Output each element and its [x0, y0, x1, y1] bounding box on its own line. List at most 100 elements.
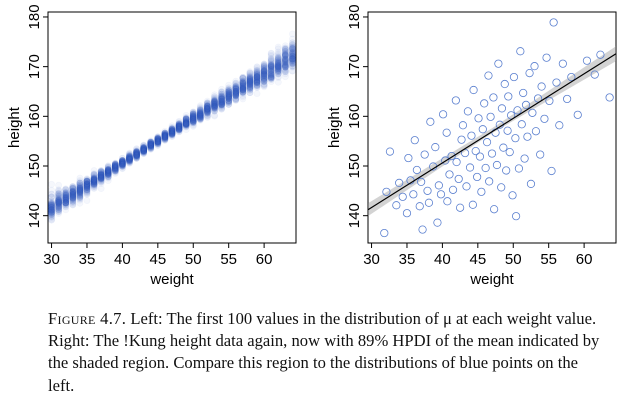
left-mu-point — [76, 186, 84, 194]
left-mu-point — [48, 201, 55, 209]
left-mu-point — [76, 185, 84, 192]
left-mu-point — [69, 195, 77, 203]
left-mu-point — [48, 211, 55, 219]
left-panel: 30 35 40 45 50 55 60 140 150 160 170 180 weight he… — [6, 4, 297, 288]
left-mu-point — [55, 197, 63, 205]
data-point — [468, 200, 477, 209]
right-y-tick-label: 150 — [346, 153, 363, 178]
left-mu-point — [48, 202, 55, 210]
left-mu-point — [55, 206, 63, 214]
left-mu-point — [76, 189, 84, 197]
left-mu-point — [55, 197, 63, 204]
left-mu-point — [239, 86, 247, 94]
left-mu-point — [62, 199, 70, 207]
left-mu-point — [69, 194, 77, 202]
left-mu-point — [69, 185, 77, 193]
right-y-tick-label: 170 — [346, 54, 363, 79]
left-mu-point — [62, 192, 70, 200]
left-mu-point — [62, 197, 70, 204]
left-mu-point — [76, 179, 84, 187]
left-mu-point — [48, 204, 55, 211]
left-mu-point — [48, 211, 55, 219]
left-mu-point — [48, 216, 55, 224]
left-mu-point — [55, 199, 63, 206]
left-mu-point — [48, 203, 55, 211]
left-mu-point — [62, 195, 70, 203]
left-mu-point — [48, 207, 55, 215]
left-mu-point — [83, 185, 91, 193]
left-mu-point — [83, 190, 91, 198]
left-mu-point — [83, 182, 91, 190]
left-mu-point — [76, 199, 84, 207]
data-point — [482, 138, 492, 147]
left-mu-point — [76, 184, 84, 192]
left-mu-point — [69, 192, 77, 200]
left-mu-point — [69, 197, 77, 205]
left-mu-point — [260, 83, 268, 91]
data-point — [454, 174, 463, 184]
left-mu-point — [76, 188, 84, 196]
left-x-tick-label: 50 — [185, 251, 202, 268]
left-mu-point — [76, 193, 84, 201]
left-mu-point — [76, 186, 84, 194]
left-mu-point — [147, 140, 155, 148]
left-mu-point — [62, 200, 70, 207]
left-mu-point — [48, 200, 55, 208]
left-mu-point — [55, 200, 63, 208]
left-mu-point — [69, 194, 77, 201]
left-mu-point — [69, 192, 77, 200]
left-mu-point — [55, 190, 63, 197]
data-point — [552, 78, 561, 87]
left-mu-point — [48, 201, 55, 209]
left-mu-point — [69, 194, 77, 202]
left-mu-point — [55, 196, 63, 204]
left-mu-point — [76, 185, 84, 193]
left-mu-point — [55, 206, 63, 214]
left-mu-point — [69, 192, 77, 200]
left-mu-point — [48, 206, 55, 214]
left-mu-column — [76, 174, 84, 207]
left-mu-point — [55, 200, 63, 208]
left-mu-point — [62, 191, 70, 199]
left-mu-column — [168, 122, 176, 140]
left-mu-point — [55, 192, 63, 200]
left-mu-point — [48, 201, 55, 209]
left-mu-point — [69, 186, 77, 194]
left-mu-point — [76, 195, 84, 203]
left-mu-column — [225, 81, 233, 108]
left-mu-point — [48, 190, 55, 198]
left-mu-point — [218, 105, 225, 113]
left-mu-point — [48, 203, 55, 211]
right-x-tick-label: 45 — [469, 251, 486, 268]
data-point — [463, 107, 473, 116]
left-x-tick-label: 40 — [114, 251, 131, 268]
left-mu-point — [83, 175, 91, 183]
left-mu-point — [62, 203, 70, 211]
data-point — [473, 172, 482, 182]
left-mu-point — [168, 126, 176, 133]
left-mu-point — [48, 208, 55, 215]
data-point — [563, 94, 572, 104]
left-mu-point — [48, 210, 55, 218]
data-point — [484, 71, 493, 80]
left-mu-point — [76, 184, 84, 192]
left-mu-point — [126, 153, 133, 160]
left-mu-point — [48, 208, 55, 216]
left-mu-point — [55, 202, 63, 209]
left-mu-point — [69, 184, 77, 192]
left-mu-point — [62, 195, 70, 203]
left-x-tick-label: 30 — [43, 251, 60, 268]
left-mu-point — [62, 191, 70, 199]
left-mu-point — [62, 186, 70, 194]
left-mu-point — [69, 187, 77, 195]
left-mu-point — [62, 195, 70, 203]
left-mu-point — [55, 198, 63, 206]
left-mu-point — [69, 191, 77, 199]
data-point — [490, 205, 499, 214]
left-y-axis-label: height — [6, 106, 23, 148]
left-mu-point — [55, 198, 63, 206]
left-mu-point — [55, 187, 63, 195]
data-point — [525, 69, 534, 78]
left-mu-point — [76, 193, 84, 201]
left-mu-point — [62, 199, 70, 207]
